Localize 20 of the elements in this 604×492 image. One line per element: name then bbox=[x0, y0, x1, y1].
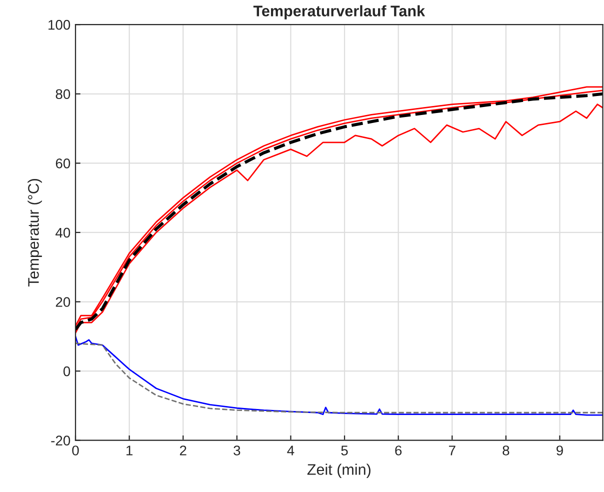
x-tick-label: 6 bbox=[395, 446, 402, 456]
y-tick-label: 20 bbox=[56, 297, 70, 307]
x-axis-title: Zeit (min) bbox=[307, 464, 370, 478]
x-tick-label: 1 bbox=[126, 446, 132, 456]
x-tick-label: 7 bbox=[448, 446, 456, 456]
x-tick-label: 2 bbox=[180, 446, 186, 456]
y-tick-label: -20 bbox=[51, 436, 70, 446]
x-tick-label: 8 bbox=[502, 446, 510, 456]
y-tick-label: 80 bbox=[56, 89, 70, 100]
x-tick-label: 4 bbox=[287, 446, 294, 456]
x-tick-label: 0 bbox=[72, 446, 79, 456]
x-tick-label: 5 bbox=[341, 446, 348, 456]
chart-title: Temperaturverlauf Tank bbox=[253, 5, 426, 20]
y-tick-label: 100 bbox=[48, 20, 70, 30]
y-axis-title: Temperatur (°C) bbox=[28, 179, 42, 287]
y-tick-label: 60 bbox=[56, 158, 70, 168]
y-tick-label: 0 bbox=[63, 366, 70, 376]
x-tick-label: 3 bbox=[234, 446, 240, 456]
y-tick-label: 40 bbox=[56, 228, 70, 238]
x-tick-label: 9 bbox=[556, 446, 563, 456]
